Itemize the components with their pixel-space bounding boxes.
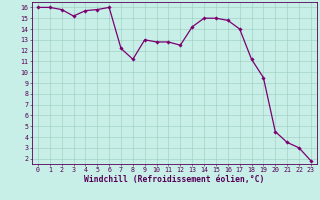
X-axis label: Windchill (Refroidissement éolien,°C): Windchill (Refroidissement éolien,°C): [84, 175, 265, 184]
